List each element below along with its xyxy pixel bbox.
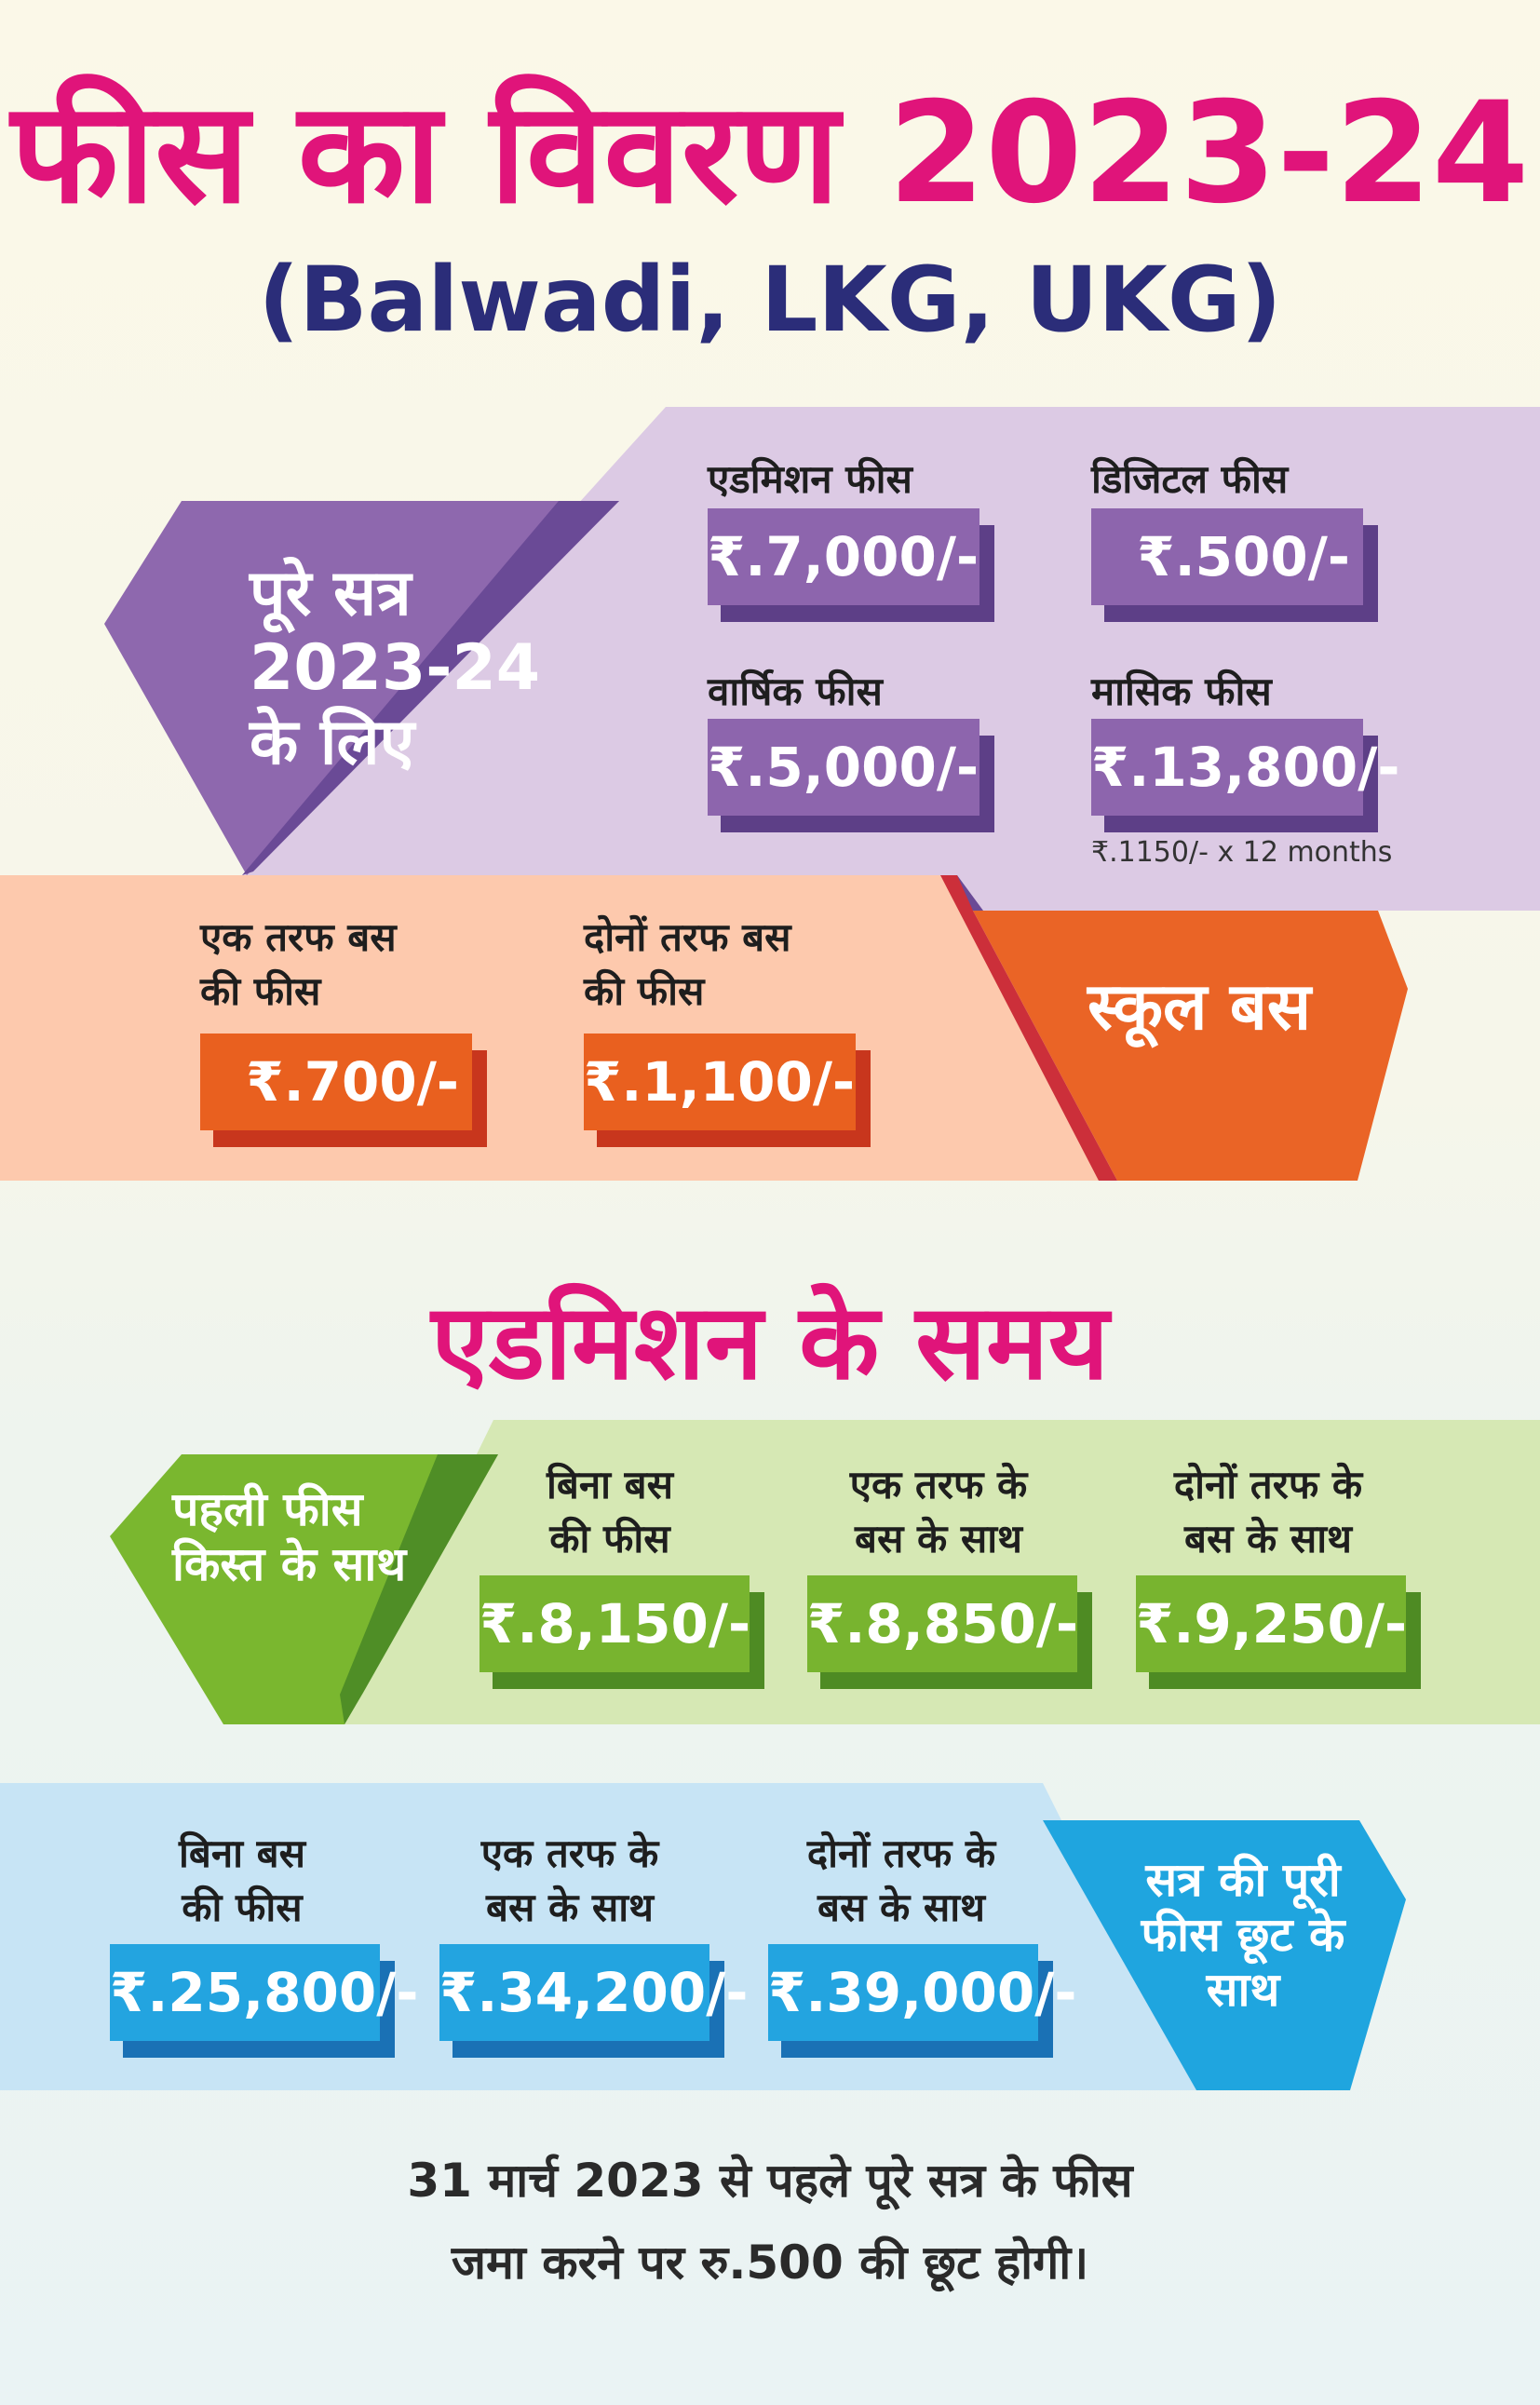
- full-session-side-label: सत्र की पूरी फीस छूट के साथ: [1141, 1853, 1345, 2017]
- bus-one-way-label: एक तरफ बस की फीस: [200, 914, 397, 1014]
- bus-one-way-price: ₹.700/-: [200, 1034, 487, 1147]
- full-two-way-price: ₹.39,000/-: [768, 1944, 1076, 2058]
- full-session-side-arrow: [1043, 1820, 1406, 2090]
- bus-side-arrow: [973, 911, 1408, 1181]
- first-installment-side-arrow: [110, 1454, 498, 1724]
- page-subtitle: (Balwadi, LKG, UKG): [258, 248, 1282, 352]
- monthly-fee-label: मासिक फीस: [1091, 669, 1272, 714]
- admission-fee-price: ₹.7,000/-: [708, 508, 994, 622]
- page-title: फीस का विवरण 2023-24: [10, 73, 1530, 235]
- first-one-way-label: एक तरफ के बस के साथ: [849, 1462, 1028, 1561]
- annual-fee-price: ₹.5,000/-: [708, 719, 994, 832]
- first-one-way-price: ₹.8,850/-: [807, 1575, 1092, 1689]
- annual-fee-label: वार्षिक फीस: [708, 669, 883, 714]
- full-two-way-label: दोनों तरफ के बस के साथ: [806, 1831, 996, 1930]
- admission-fee-label: एडमिशन फीस: [708, 456, 912, 502]
- footer-note-line1: 31 मार्च 2023 से पहले पूरे सत्र के फीस: [407, 2154, 1133, 2208]
- admission-heading: एडमिशन के समय: [431, 1282, 1109, 1403]
- digital-fee-label: डिजिटल फीस: [1091, 456, 1289, 502]
- footer-note-line2: जमा करने पर रु.500 की छूट होगी।: [451, 2236, 1089, 2290]
- full-no-bus-label: बिना बस की फीस: [178, 1831, 306, 1930]
- digital-fee-price: ₹.500/-: [1091, 508, 1378, 622]
- session-side-arrow-shade: [242, 501, 619, 875]
- first-no-bus-price: ₹.8,150/-: [480, 1575, 764, 1689]
- school-bus-label: स्कूल बस: [1087, 968, 1312, 1045]
- first-installment-side-arrow-shade: [340, 1454, 498, 1724]
- session-side-label: पूरे सत्र 2023-24 के लिए: [250, 557, 540, 781]
- full-one-way-label: एक तरफ के बस के साथ: [480, 1831, 659, 1930]
- first-two-way-price: ₹.9,250/-: [1136, 1575, 1421, 1689]
- session-side-label-line2: 2023-24: [250, 631, 541, 706]
- full-no-bus-price: ₹.25,800/-: [110, 1944, 418, 2058]
- monthly-fee-note: ₹.1150/- x 12 months: [1091, 836, 1393, 869]
- bus-two-way-price: ₹.1,100/-: [584, 1034, 871, 1147]
- session-side-label-line3: के लिए: [250, 706, 415, 780]
- full-one-way-price: ₹.34,200/-: [439, 1944, 748, 2058]
- monthly-fee-price: ₹.13,800/-: [1091, 719, 1399, 832]
- first-installment-side-label: पहली फीस किस्त के साथ: [172, 1482, 407, 1591]
- first-two-way-label: दोनों तरफ के बस के साथ: [1173, 1462, 1363, 1561]
- bus-two-way-label: दोनों तरफ बस की फीस: [584, 914, 791, 1014]
- first-no-bus-label: बिना बस की फीस: [546, 1462, 674, 1561]
- bus-band: [0, 875, 1117, 1181]
- bus-side-arrow-shade: [940, 875, 1117, 1181]
- session-side-label-line1: पूरे सत्र: [250, 557, 412, 630]
